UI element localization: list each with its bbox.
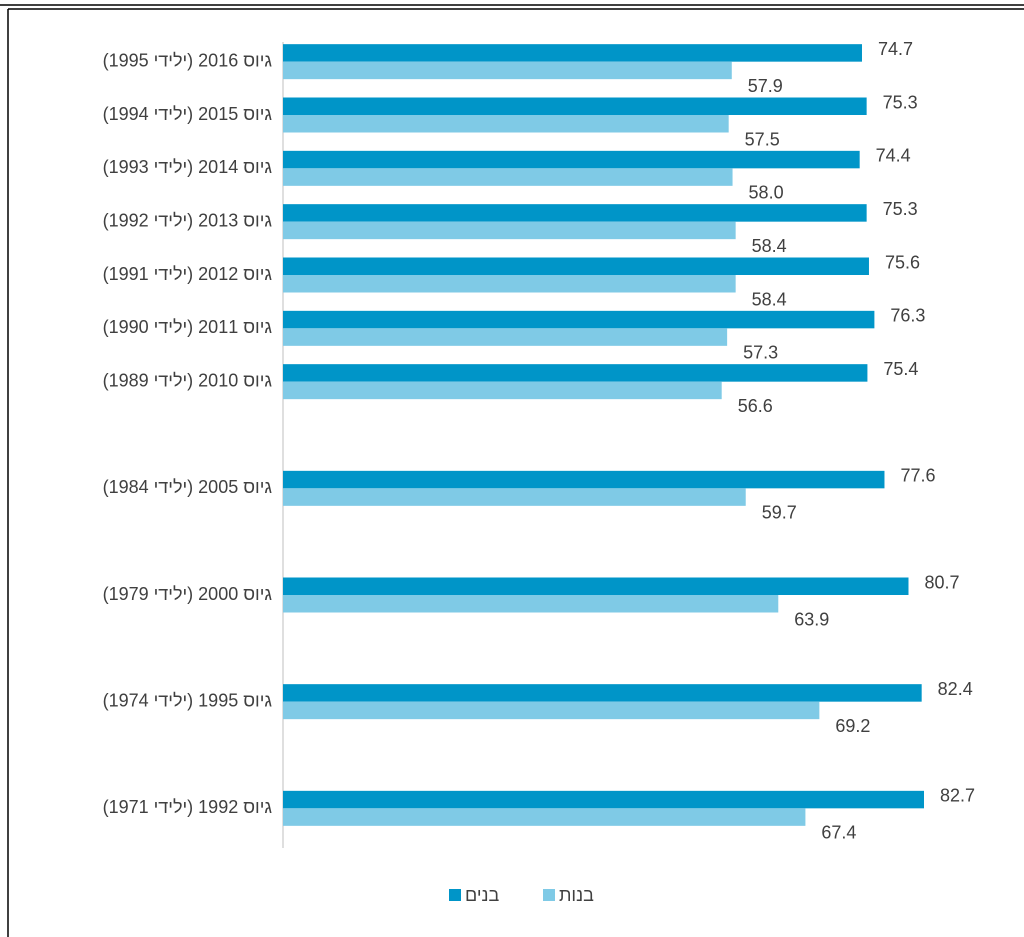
legend-swatch (449, 889, 461, 901)
category-label: גיוס 1992 (ילידי 1971) (103, 797, 273, 817)
legend-label: בנים (465, 885, 500, 905)
category-label: גיוס 2012 (ילידי 1991) (103, 264, 273, 284)
value-label: 82.4 (938, 679, 973, 699)
bar (283, 257, 869, 275)
value-label: 75.6 (885, 252, 920, 272)
value-label: 80.7 (924, 572, 959, 592)
value-label: 74.7 (878, 39, 913, 59)
legend-swatch (543, 889, 555, 901)
bar (283, 684, 922, 702)
category-label: גיוס 2016 (ילידי 1995) (103, 50, 273, 70)
value-label: 57.5 (745, 129, 780, 149)
value-label: 82.7 (940, 786, 975, 806)
bar (283, 488, 746, 506)
bar (283, 577, 909, 595)
value-label: 69.2 (835, 716, 870, 736)
category-label: גיוס 2011 (ילידי 1990) (103, 317, 273, 337)
bar (283, 595, 779, 613)
bar (283, 310, 875, 329)
value-label: 77.6 (900, 466, 935, 486)
value-label: 75.3 (883, 92, 918, 112)
value-label: 58.0 (749, 183, 784, 203)
bar (283, 470, 885, 489)
bar (283, 790, 924, 809)
category-label: גיוס 2010 (ילידי 1989) (103, 370, 273, 390)
bar (283, 221, 736, 240)
category-label: גיוס 2000 (ילידי 1979) (103, 584, 273, 604)
category-label: גיוס 2015 (ילידי 1994) (103, 104, 273, 124)
bar (283, 204, 867, 222)
bar (283, 328, 728, 346)
category-label: גיוס 1995 (ילידי 1974) (103, 690, 273, 710)
bar (283, 808, 806, 826)
value-label: 57.3 (743, 343, 778, 363)
legend-label: בנות (559, 885, 594, 905)
category-label: גיוס 2013 (ילידי 1992) (103, 210, 273, 230)
bar (283, 150, 860, 169)
value-label: 75.3 (883, 199, 918, 219)
bar (283, 701, 820, 720)
bar (283, 97, 867, 115)
bar (283, 115, 729, 133)
value-label: 74.4 (876, 146, 911, 166)
value-label: 63.9 (794, 609, 829, 629)
value-label: 59.7 (762, 503, 797, 523)
bar (283, 381, 722, 400)
bar (283, 275, 736, 293)
value-label: 57.9 (748, 76, 783, 96)
category-label: גיוס 2005 (ילידי 1984) (103, 477, 273, 497)
bar (283, 44, 862, 62)
bar (283, 364, 868, 382)
value-label: 58.4 (752, 236, 787, 256)
bar (283, 61, 732, 80)
category-label: גיוס 2014 (ילידי 1993) (103, 157, 273, 177)
value-label: 75.4 (883, 359, 918, 379)
value-label: 67.4 (821, 823, 856, 843)
bar (283, 168, 733, 186)
value-label: 76.3 (890, 306, 925, 326)
value-label: 56.6 (738, 396, 773, 416)
value-label: 58.4 (752, 289, 787, 309)
